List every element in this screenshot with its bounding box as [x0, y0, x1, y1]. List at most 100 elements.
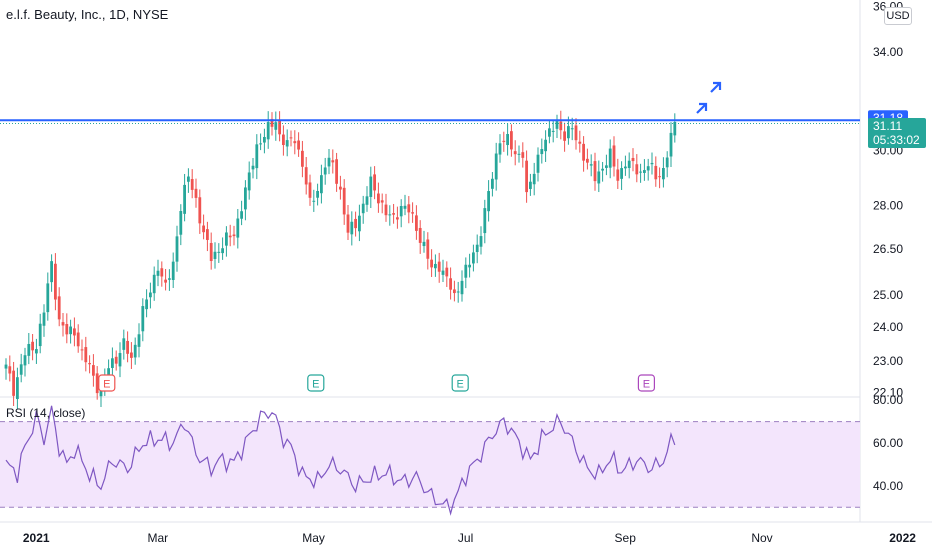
candle: [491, 171, 494, 197]
up-arrow-drawing[interactable]: [696, 102, 708, 114]
candle: [122, 329, 126, 360]
candle-body: [601, 168, 604, 171]
candle-body: [31, 341, 34, 351]
earnings-marker: [98, 374, 116, 392]
candle-body: [114, 356, 118, 364]
candle-body: [228, 235, 232, 238]
candle: [510, 124, 513, 157]
candle: [650, 152, 654, 175]
candle: [665, 151, 669, 178]
candle: [46, 272, 50, 321]
price-axis-tick: 34.00: [873, 45, 903, 59]
candle: [369, 166, 373, 209]
candle: [620, 161, 623, 190]
candle-body: [551, 130, 555, 132]
candle-body: [342, 187, 346, 215]
candle-body: [369, 176, 373, 197]
candle: [282, 125, 285, 156]
candle-body: [152, 274, 156, 294]
candle-body: [593, 161, 597, 182]
candle: [168, 269, 171, 291]
earnings-marker-label: E: [457, 379, 464, 391]
candle: [627, 152, 631, 179]
candle: [16, 367, 19, 410]
candle-body: [149, 292, 152, 298]
candle: [209, 232, 213, 270]
candle-body: [399, 206, 403, 217]
candle: [339, 175, 342, 200]
time-axis-label: Nov: [751, 531, 772, 545]
candle-body: [650, 162, 654, 165]
candle: [312, 189, 316, 212]
candle-body: [384, 204, 388, 216]
candle-body: [597, 171, 601, 184]
candle: [156, 259, 160, 287]
candle-body: [456, 291, 460, 293]
candle-body: [16, 377, 19, 400]
candle: [468, 253, 471, 278]
earnings-marker: [307, 374, 325, 392]
earnings-marker: [451, 374, 469, 392]
candle: [532, 162, 536, 196]
candle-body: [187, 176, 190, 182]
candle: [608, 139, 612, 179]
candle-body: [19, 364, 23, 375]
candle-body: [84, 347, 88, 363]
candle: [426, 232, 430, 270]
earnings-marker-label: E: [103, 379, 110, 391]
candle: [301, 140, 304, 178]
candle: [373, 166, 376, 200]
up-arrow-drawing[interactable]: [710, 81, 722, 93]
candle-body: [361, 203, 365, 214]
candle: [441, 259, 445, 282]
candle-body: [563, 131, 566, 141]
candle: [483, 199, 487, 244]
candle-body: [274, 122, 278, 130]
candle: [358, 204, 361, 242]
candle-body: [627, 160, 631, 169]
candle: [335, 152, 338, 192]
time-axis-label: 2022: [889, 531, 916, 545]
candle-body: [323, 167, 327, 175]
rsi-indicator-title[interactable]: RSI (14, close): [6, 406, 86, 420]
candle-body: [665, 157, 669, 168]
candle-body: [373, 174, 376, 191]
candle-body: [532, 173, 536, 185]
candle: [190, 169, 194, 199]
candle-body: [179, 211, 183, 235]
candle-body: [567, 126, 570, 139]
candle-body: [312, 200, 316, 202]
candle-body: [46, 283, 50, 313]
last-price-label-bg: [868, 118, 926, 149]
candle-body: [190, 179, 194, 190]
candle-body: [240, 211, 243, 219]
candle-body: [118, 353, 122, 367]
candle-body: [464, 264, 468, 278]
candle-body: [12, 370, 15, 396]
candle: [654, 156, 658, 187]
candle: [331, 149, 335, 174]
candle: [563, 122, 566, 152]
candle-body: [54, 263, 57, 300]
candle: [259, 133, 262, 151]
candle-body: [498, 143, 502, 155]
candle: [198, 189, 202, 234]
candle-body: [259, 143, 262, 145]
candle: [540, 138, 544, 164]
candle: [536, 147, 540, 182]
candle-body: [643, 170, 646, 173]
candle: [175, 225, 179, 272]
candle: [285, 129, 289, 157]
candle-body: [194, 188, 198, 198]
candle-body: [320, 175, 323, 194]
candle: [498, 134, 502, 163]
candle: [464, 257, 468, 289]
currency-button[interactable]: USD: [884, 7, 912, 25]
time-axis-label: Sep: [615, 531, 637, 545]
candle: [479, 226, 483, 255]
candle-body: [578, 141, 582, 144]
candle: [133, 337, 137, 365]
candle: [27, 332, 31, 365]
candle-body: [574, 125, 578, 141]
